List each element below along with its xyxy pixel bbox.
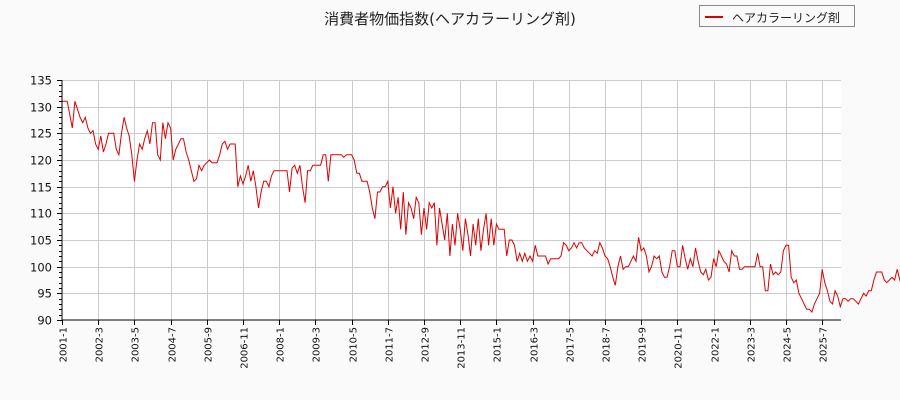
x-tick-label: 2024-5: [783, 327, 794, 362]
chart-title: 消費者物価指数(ヘアカラーリング剤): [324, 10, 576, 28]
x-tick-label: 2010-5: [349, 327, 360, 362]
legend-line-swatch-icon: [705, 16, 723, 18]
legend: ヘアカラーリング剤: [699, 5, 855, 27]
y-tick-label: 90: [37, 314, 52, 328]
y-axis: 90 95 100 105 110 115 120 125 130 135: [30, 74, 62, 328]
x-tick-label: 2019-9: [638, 327, 649, 362]
x-tick-label: 2009-3: [312, 327, 323, 362]
x-tick-label: 2017-5: [566, 327, 577, 362]
gridlines: [62, 80, 841, 320]
series-line: [62, 100, 900, 313]
x-axis: 2001-1 2002-3 2003-5 2004-7 2005-9 2006-11 200…: [59, 320, 830, 369]
x-tick-label: 2008-1: [276, 327, 287, 362]
x-tick-label: 2005-9: [204, 327, 215, 362]
x-tick-label: 2003-5: [131, 327, 142, 362]
x-tick-label: 2023-3: [747, 327, 758, 362]
x-tick-label: 2022-1: [711, 327, 722, 362]
x-tick-label: 2004-7: [168, 327, 179, 362]
y-tick-label: 125: [30, 127, 52, 141]
x-tick-label: 2018-7: [602, 327, 613, 362]
y-tick-label: 105: [30, 234, 52, 248]
y-tick-label: 115: [30, 181, 52, 195]
y-tick-label: 120: [30, 154, 52, 168]
x-tick-label: 2013-11: [457, 327, 468, 369]
legend-label: ヘアカラーリング剤: [732, 11, 841, 25]
y-tick-label: 135: [30, 74, 52, 88]
x-tick-label: 2002-3: [95, 327, 106, 362]
x-tick-label: 2020-11: [674, 327, 685, 369]
x-tick-label: 2015-1: [493, 327, 504, 362]
x-tick-label: 2006-11: [240, 327, 251, 369]
x-tick-label: 2025-7: [819, 327, 830, 362]
y-tick-label: 130: [30, 101, 52, 115]
y-tick-label: 100: [30, 261, 52, 275]
plot-area: [62, 80, 841, 320]
x-tick-label: 2011-7: [385, 327, 396, 362]
x-tick-label: 2016-3: [530, 327, 541, 362]
y-tick-label: 110: [30, 207, 52, 221]
y-tick-label: 95: [37, 287, 52, 301]
x-tick-label: 2001-1: [59, 327, 70, 362]
x-tick-label: 2012-9: [421, 327, 432, 362]
